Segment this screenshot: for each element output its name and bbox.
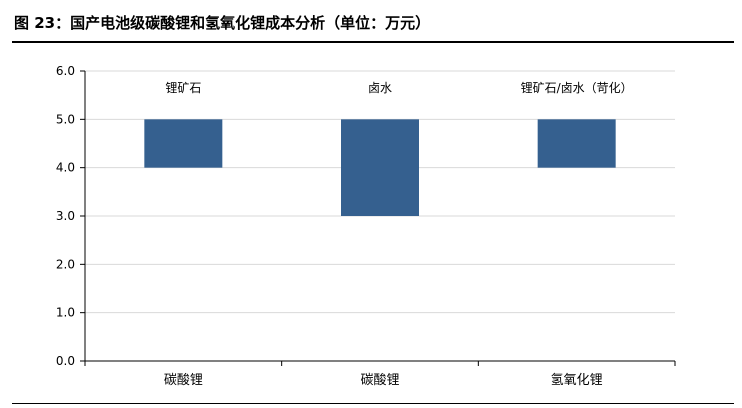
bars [144, 119, 616, 216]
bar-annotation: 锂矿石/卤水（苛化） [521, 80, 633, 95]
y-tick-label: 6.0 [56, 64, 75, 78]
y-tick-label: 5.0 [56, 112, 75, 126]
category-label: 碳酸锂 [360, 373, 399, 388]
y-tick-label: 1.0 [56, 306, 75, 320]
axes [80, 70, 676, 366]
bottom-divider [12, 403, 734, 404]
category-label: 碳酸锂 [164, 373, 203, 388]
y-tick-label: 3.0 [56, 209, 75, 223]
title-divider [12, 41, 734, 43]
bar-annotation: 锂矿石 [165, 80, 201, 95]
cost-range-bar [537, 119, 616, 168]
cost-range-bar [341, 119, 419, 216]
y-tick-label: 0.0 [56, 354, 75, 368]
y-tick-label: 2.0 [56, 257, 75, 271]
cost-range-bar [144, 119, 223, 168]
figure-title: 图 23：国产电池级碳酸锂和氢氧化锂成本分析（单位：万元） [14, 14, 431, 32]
y-tick-label: 4.0 [56, 161, 75, 175]
category-label: 氢氧化锂 [551, 373, 603, 388]
bar-annotation: 卤水 [368, 81, 392, 95]
